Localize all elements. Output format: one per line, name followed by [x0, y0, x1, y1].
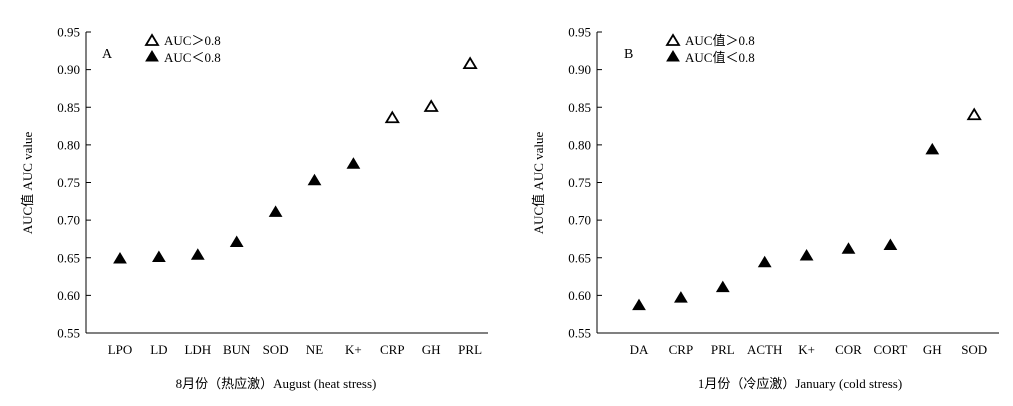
x-tick-label: NE — [306, 342, 323, 357]
data-point-filled-triangle — [346, 157, 361, 169]
y-axis-title: AUC值 AUC value — [20, 131, 35, 234]
data-point-filled-triangle — [883, 238, 898, 250]
legend-filled-triangle-icon — [666, 50, 680, 62]
y-tick-label: 0.80 — [57, 137, 80, 152]
y-tick-label: 0.70 — [57, 213, 80, 228]
y-tick-label: 0.95 — [568, 25, 591, 40]
legend: AUC值＞0.8 AUC值＜0.8 — [665, 33, 755, 65]
x-axis-title: 8月份（热应激）August (heat stress) — [176, 376, 377, 391]
data-point-open-triangle — [423, 99, 439, 112]
data-point-filled-triangle — [799, 249, 814, 261]
x-tick-label: CRP — [669, 342, 694, 357]
x-tick-label: ACTH — [747, 342, 782, 357]
x-tick-label: LD — [150, 342, 167, 357]
y-tick-label: 0.90 — [568, 62, 591, 77]
panel-b: B AUC值＞0.8 AUC值＜0.8 AUC值 AUC value 1月份（冷… — [531, 25, 999, 391]
x-tick-label: SOD — [961, 342, 987, 357]
y-axis-title: AUC值 AUC value — [531, 131, 546, 234]
y-tick-label: 0.95 — [57, 25, 80, 40]
x-tick-label: CRP — [380, 342, 405, 357]
x-tick-label: SOD — [263, 342, 289, 357]
legend-label-below: AUC＜0.8 — [164, 50, 221, 65]
x-tick-label: CORT — [873, 342, 907, 357]
legend-label-above: AUC＞0.8 — [164, 33, 221, 48]
data-point-filled-triangle — [925, 142, 940, 155]
data-point-filled-triangle — [268, 205, 283, 217]
x-tick-label: LPO — [108, 342, 133, 357]
y-tick-label: 0.85 — [568, 100, 591, 115]
data-point-filled-triangle — [229, 235, 244, 247]
panel-label: B — [624, 47, 633, 62]
y-tick-label: 0.65 — [568, 250, 591, 265]
data-point-open-triangle — [462, 56, 478, 70]
x-tick-label: LDH — [184, 342, 211, 357]
y-tick-label: 0.55 — [568, 326, 591, 341]
data-point-filled-triangle — [841, 242, 856, 254]
y-tick-label: 0.90 — [57, 62, 80, 77]
legend-filled-triangle-icon — [145, 50, 159, 62]
panel-label: A — [102, 47, 113, 62]
x-tick-label: COR — [835, 342, 862, 357]
x-tick-label: PRL — [711, 342, 735, 357]
data-point-filled-triangle — [190, 248, 205, 260]
legend-label-above: AUC值＞0.8 — [685, 33, 755, 48]
x-tick-label: DA — [630, 342, 649, 357]
y-tick-label: 0.55 — [57, 326, 80, 341]
data-point-filled-triangle — [632, 298, 646, 311]
y-tick-label: 0.75 — [568, 175, 591, 190]
x-tick-label: K+ — [345, 342, 362, 357]
x-tick-label: GH — [923, 342, 942, 357]
data-point-filled-triangle — [674, 291, 688, 303]
x-axis-title: 1月份（冷应激）January (cold stress) — [698, 376, 902, 391]
data-point-filled-triangle — [715, 280, 730, 293]
y-tick-label: 0.65 — [57, 250, 80, 265]
data-point-open-triangle — [966, 107, 982, 121]
y-tick-label: 0.85 — [57, 100, 80, 115]
legend-label-below: AUC值＜0.8 — [685, 50, 755, 65]
y-tick-label: 0.80 — [568, 137, 591, 152]
x-tick-label: PRL — [458, 342, 482, 357]
legend-open-triangle-icon — [144, 33, 160, 46]
x-tick-label: GH — [422, 342, 441, 357]
y-tick-label: 0.70 — [568, 213, 591, 228]
y-tick-label: 0.75 — [57, 175, 80, 190]
x-tick-label: K+ — [798, 342, 815, 357]
x-tick-label: BUN — [223, 342, 251, 357]
y-tick-label: 0.60 — [57, 288, 80, 303]
data-point-filled-triangle — [152, 250, 166, 262]
data-point-filled-triangle — [113, 252, 127, 264]
data-point-filled-triangle — [307, 173, 322, 186]
data-point-filled-triangle — [757, 255, 772, 268]
data-point-open-triangle — [384, 110, 400, 124]
panel-a: A AUC＞0.8 AUC＜0.8 AUC值 AUC value 8月份（热应激… — [20, 25, 488, 391]
legend: AUC＞0.8 AUC＜0.8 — [144, 33, 221, 65]
legend-open-triangle-icon — [665, 33, 681, 46]
y-tick-label: 0.60 — [568, 288, 591, 303]
